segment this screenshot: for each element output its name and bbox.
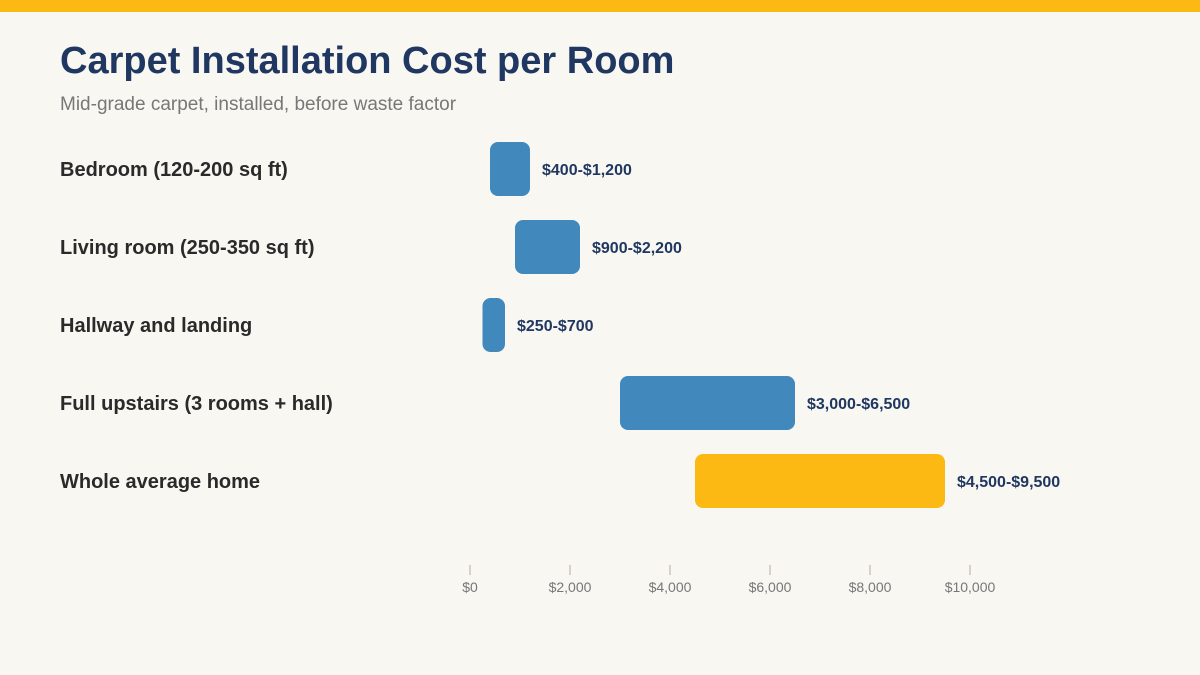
top-accent-bar [0, 0, 1200, 12]
range-bar [515, 220, 580, 274]
category-label: Whole average home [60, 471, 260, 493]
range-bar [482, 298, 505, 352]
x-tick-label: $0 [462, 579, 478, 595]
range-bar [695, 454, 945, 508]
x-tick-label: $6,000 [749, 579, 792, 595]
x-tick-label: $8,000 [849, 579, 892, 595]
value-label: $4,500-$9,500 [957, 474, 1060, 491]
value-label: $900-$2,200 [592, 240, 682, 257]
value-label: $400-$1,200 [542, 162, 632, 179]
range-bar [620, 376, 795, 430]
category-label: Bedroom (120-200 sq ft) [60, 159, 288, 181]
category-label: Living room (250-350 sq ft) [60, 237, 315, 259]
category-label: Full upstairs (3 rooms + hall) [60, 393, 333, 415]
value-label: $3,000-$6,500 [807, 396, 910, 413]
chart-title: Carpet Installation Cost per Room [60, 40, 675, 82]
x-tick-label: $2,000 [549, 579, 592, 595]
chart-subtitle: Mid-grade carpet, installed, before wast… [60, 94, 457, 115]
x-tick-label: $4,000 [649, 579, 692, 595]
category-label: Hallway and landing [60, 315, 252, 337]
range-bar [490, 142, 530, 196]
value-label: $250-$700 [517, 318, 594, 335]
x-tick-label: $10,000 [945, 579, 996, 595]
